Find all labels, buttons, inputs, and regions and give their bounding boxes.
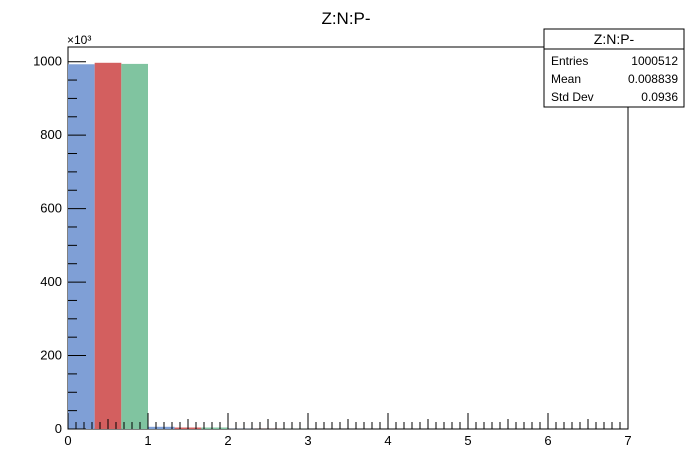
stats-value-entries: 1000512: [631, 54, 678, 68]
bar-group-2-bin-3: [201, 427, 228, 429]
stats-box-title: Z:N:P-: [594, 31, 635, 47]
x-tick-label: 4: [384, 433, 391, 448]
bar-group-2-bin-1: [148, 426, 175, 429]
bar-group-1-bin-2: [94, 62, 122, 429]
stats-box-frame: [543, 28, 685, 108]
bar-group-1-bin-1: [68, 64, 95, 429]
y-tick-label: 800: [40, 127, 62, 142]
x-tick-label: 7: [624, 433, 631, 448]
x-tick-label: 1: [144, 433, 151, 448]
stats-value-stddev: 0.0936: [641, 90, 678, 104]
chart-title: Z:N:P-: [321, 9, 370, 28]
y-tick-label: 400: [40, 274, 62, 289]
x-tick-label: 0: [64, 433, 71, 448]
bar-group-1-bin-3: [121, 63, 148, 430]
y-tick-label: 200: [40, 348, 62, 363]
y-axis-multiplier: ×10³: [67, 33, 91, 47]
x-tick-label: 6: [544, 433, 551, 448]
stats-value-mean: 0.008839: [628, 72, 678, 86]
y-axis: 0 200 400 600 800 1000: [33, 54, 86, 436]
plot-frame: [67, 46, 629, 430]
x-tick-label: 2: [224, 433, 231, 448]
stats-label-entries: Entries: [551, 54, 588, 68]
bars-layer: [68, 62, 308, 430]
x-tick-label: 5: [464, 433, 471, 448]
y-tick-label: 600: [40, 201, 62, 216]
stats-label-mean: Mean: [551, 72, 581, 86]
x-tick-label: 3: [304, 433, 311, 448]
y-tick-label: 1000: [33, 54, 62, 69]
x-axis: 0 1 2 3 4 5 6 7: [64, 413, 632, 448]
stats-label-stddev: Std Dev: [551, 90, 594, 104]
stats-box: Z:N:P- Entries 1000512 Mean 0.008839 Std…: [543, 28, 685, 108]
y-tick-label: 0: [55, 421, 62, 436]
